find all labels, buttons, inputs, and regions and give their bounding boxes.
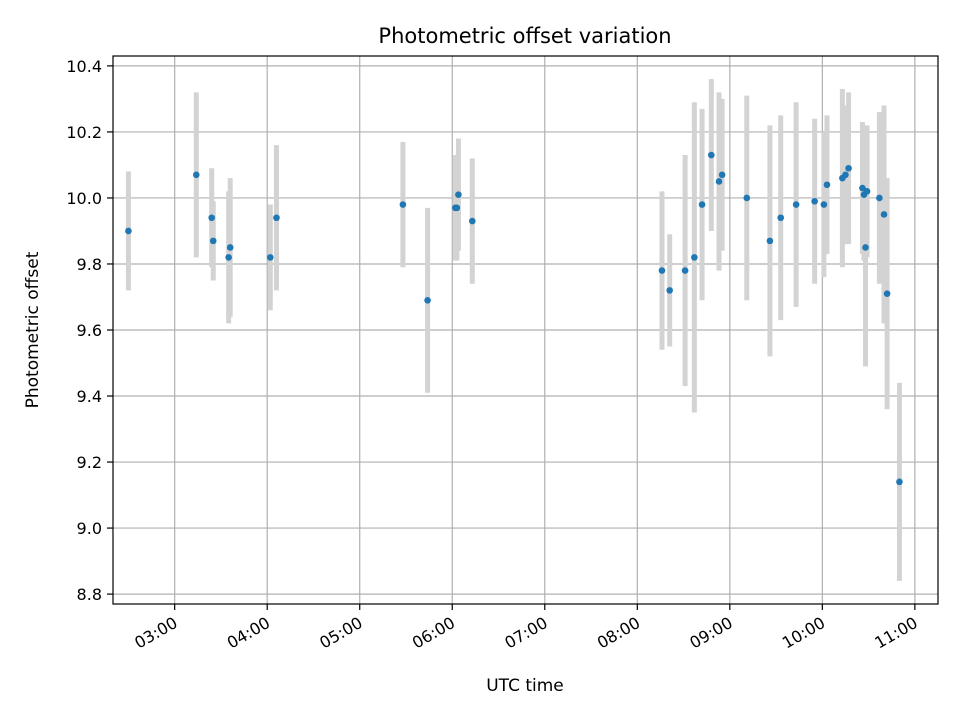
data-point	[823, 181, 831, 189]
data-point	[208, 214, 215, 222]
y-axis-title: Photometric offset	[23, 251, 43, 408]
data-point	[859, 184, 866, 192]
x-axis-title: UTC time	[486, 676, 564, 696]
data-point	[209, 237, 217, 245]
data-point	[811, 197, 818, 205]
y-tick-label: 10.2	[66, 123, 102, 142]
grid	[113, 56, 938, 604]
data-point	[681, 267, 689, 274]
chart-title: Photometric offset variation	[378, 24, 671, 48]
data-point	[225, 254, 232, 261]
y-tick-label: 9.6	[77, 321, 102, 340]
data-points	[125, 151, 903, 486]
y-tick-label: 9.4	[77, 387, 102, 406]
data-point	[468, 217, 476, 225]
data-point	[226, 244, 234, 251]
data-point	[708, 151, 715, 159]
y-tick-label: 10.0	[66, 189, 102, 208]
y-tick-label: 9.8	[77, 255, 102, 274]
data-point	[455, 191, 462, 198]
data-point	[845, 164, 852, 172]
data-point	[863, 188, 871, 195]
data-point	[273, 214, 280, 222]
data-point	[666, 287, 673, 294]
data-point	[266, 254, 274, 261]
data-point	[698, 201, 706, 208]
data-point	[691, 254, 698, 261]
data-point	[192, 171, 200, 179]
y-tick-label: 9.2	[77, 453, 102, 472]
y-tick-label: 9.0	[77, 519, 102, 538]
data-point	[715, 178, 723, 185]
data-point	[896, 478, 903, 486]
y-tick-label: 10.4	[66, 57, 102, 76]
data-point	[766, 237, 774, 245]
data-point	[777, 214, 785, 222]
data-point	[424, 296, 431, 304]
data-point	[880, 211, 888, 218]
data-point	[718, 171, 726, 179]
data-point	[862, 244, 869, 251]
data-point	[883, 290, 891, 297]
y-tick-label: 8.8	[77, 585, 102, 604]
data-point	[453, 204, 461, 212]
data-point	[743, 194, 751, 202]
data-point	[842, 171, 849, 179]
data-point	[820, 201, 828, 208]
data-point	[876, 194, 883, 202]
data-point	[125, 227, 132, 235]
data-point	[792, 201, 800, 208]
data-point	[658, 267, 666, 274]
data-point	[399, 201, 407, 208]
